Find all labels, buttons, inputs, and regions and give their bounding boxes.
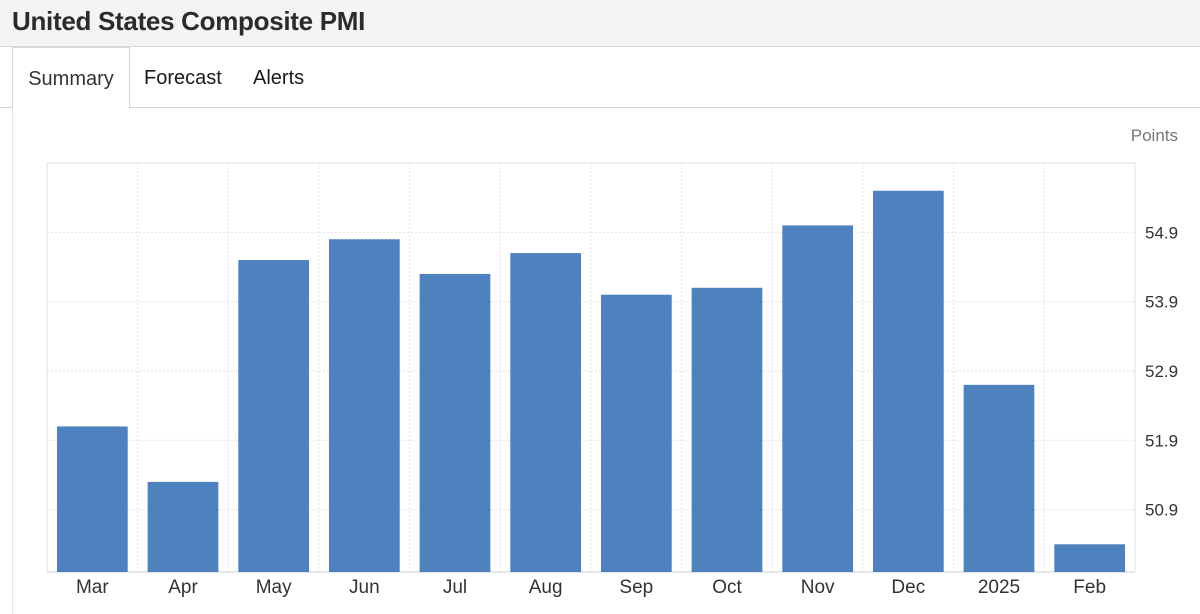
- bar-mar[interactable]: [56, 426, 128, 572]
- x-tick-label: Aug: [529, 577, 563, 598]
- page-title: United States Composite PMI: [12, 6, 366, 36]
- tab-forecast[interactable]: Forecast: [144, 67, 222, 89]
- bar-chart: 50.9 51.9 52.9 53.9 54.9 Mar Apr May Jun Jul Aug Se…: [46, 126, 1178, 598]
- x-tick-label: Sep: [619, 577, 653, 598]
- bar-may[interactable]: [238, 260, 310, 572]
- y-tick-label: 54.9: [1145, 223, 1178, 242]
- bar-jul[interactable]: [419, 273, 491, 572]
- tab-summary[interactable]: Summary: [12, 47, 130, 109]
- x-tick-label: Jun: [349, 577, 380, 598]
- bar-aug[interactable]: [510, 253, 582, 572]
- y-tick-label: 52.9: [1145, 362, 1178, 381]
- bar-2025[interactable]: [963, 384, 1035, 572]
- x-tick-label: May: [256, 577, 292, 598]
- x-tick-label: Nov: [801, 577, 835, 598]
- y-tick-label: 50.9: [1145, 501, 1178, 520]
- bar-dec[interactable]: [872, 190, 944, 572]
- bar-oct[interactable]: [691, 287, 763, 572]
- bar-apr[interactable]: [147, 481, 219, 572]
- bar-sep[interactable]: [600, 294, 672, 572]
- x-tick-label: Oct: [712, 577, 742, 598]
- bar-jun[interactable]: [328, 239, 400, 572]
- tab-bar: Summary Forecast Alerts: [0, 47, 1200, 109]
- x-tick-label: 2025: [978, 577, 1020, 598]
- y-tick-label: 51.9: [1145, 431, 1178, 450]
- y-tick-label: 53.9: [1145, 293, 1178, 312]
- title-bar: United States Composite PMI: [0, 0, 1200, 47]
- bar-feb[interactable]: [1054, 544, 1126, 572]
- x-tick-label: Mar: [76, 577, 109, 598]
- unit-label: Points: [1131, 126, 1178, 145]
- tab-alerts[interactable]: Alerts: [253, 67, 305, 89]
- x-tick-label: Dec: [891, 577, 925, 598]
- bar-nov[interactable]: [782, 225, 854, 572]
- x-tick-label: Jul: [443, 577, 467, 598]
- x-tick-label: Apr: [168, 577, 198, 598]
- x-tick-label: Feb: [1073, 577, 1106, 598]
- chart-panel: 50.9 51.9 52.9 53.9 54.9 Mar Apr May Jun Jul Aug Se…: [12, 108, 1200, 614]
